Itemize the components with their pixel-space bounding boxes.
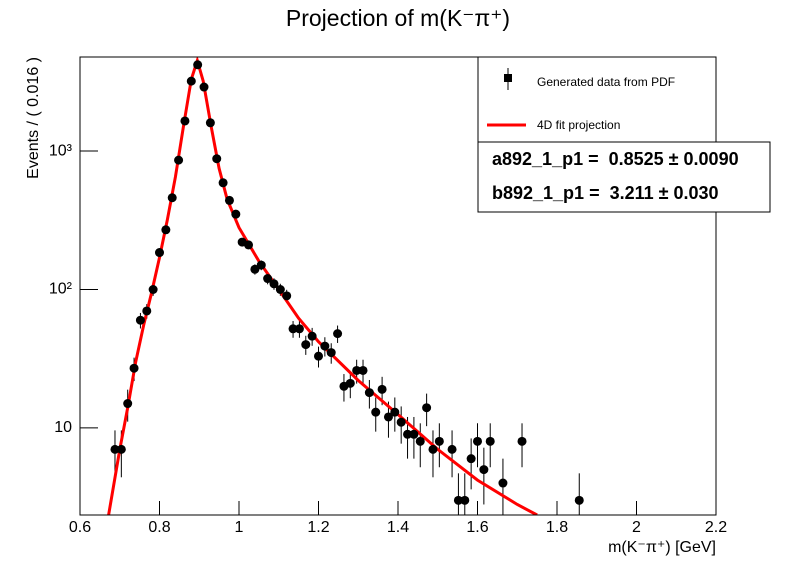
data-point: [256, 260, 266, 270]
data-point: [205, 118, 215, 128]
data-point: [326, 348, 336, 358]
data-point: [377, 384, 387, 394]
y-axis-title: Events / ( 0.016 ): [25, 57, 42, 179]
x-tick-label: 1.6: [466, 519, 488, 536]
data-point: [275, 284, 285, 294]
data-point: [364, 388, 374, 398]
data-point: [409, 429, 419, 439]
data-point: [301, 340, 311, 350]
data-point: [390, 407, 400, 417]
data-point: [320, 341, 330, 351]
data-point: [485, 436, 495, 446]
data-point: [155, 248, 164, 258]
data-point: [224, 195, 234, 205]
data-point: [473, 436, 482, 446]
stats-text: a892_1_p1 = 0.8525 ± 0.0090: [492, 149, 739, 169]
data-point: [383, 412, 393, 422]
data-point: [422, 403, 432, 413]
data-point: [263, 274, 273, 284]
data-point: [396, 417, 406, 427]
data-point: [142, 306, 152, 316]
data-point: [110, 444, 120, 454]
data-point: [498, 478, 508, 488]
data-point: [135, 315, 145, 325]
data-point: [371, 407, 381, 417]
x-tick-label: 1.2: [307, 519, 329, 536]
legend-marker: [504, 74, 512, 82]
data-point: [479, 465, 489, 475]
data-point: [517, 436, 527, 446]
x-tick-label: 2: [632, 519, 641, 536]
data-point: [186, 76, 196, 86]
data-point: [199, 82, 209, 92]
legend: Generated data from PDF 4D fit projection: [477, 56, 717, 143]
data-point: [307, 331, 317, 341]
chart-title: Projection of m(K⁻π⁺): [286, 5, 510, 31]
data-point: [174, 155, 184, 165]
data-point: [161, 225, 171, 235]
data-point: [333, 329, 343, 339]
data-point: [269, 279, 279, 289]
data-point: [314, 351, 323, 361]
legend-label: 4D fit projection: [537, 118, 620, 132]
y-tick-label: 10: [54, 419, 72, 436]
data-point: [212, 154, 222, 164]
x-tick-label: 0.8: [148, 519, 170, 536]
data-point: [129, 363, 139, 373]
data-point: [447, 444, 457, 454]
data-point: [466, 454, 476, 464]
data-point: [123, 399, 133, 409]
data-point: [294, 324, 304, 334]
data-point: [345, 378, 355, 388]
data-point: [116, 444, 126, 454]
data-point: [148, 284, 158, 294]
data-point: [434, 436, 444, 446]
data-point: [574, 495, 584, 505]
data-point: [250, 264, 260, 274]
data-point: [218, 178, 228, 188]
data-point: [415, 436, 425, 446]
data-point: [352, 365, 362, 375]
data-point: [231, 209, 241, 219]
data-point: [453, 495, 463, 505]
x-tick-label: 1: [235, 519, 244, 536]
stats-text: b892_1_p1 = 3.211 ± 0.030: [492, 183, 719, 203]
data-point: [403, 429, 413, 439]
legend-label: Generated data from PDF: [537, 75, 675, 89]
data-point: [460, 495, 470, 505]
data-point: [180, 116, 190, 126]
x-tick-label: 2.2: [705, 519, 727, 536]
x-tick-label: 0.6: [69, 519, 91, 536]
y-tick-label: 10³: [49, 142, 73, 159]
data-point: [167, 193, 177, 203]
data-point: [428, 444, 438, 454]
x-tick-label: 1.8: [546, 519, 568, 536]
x-axis-title: m(K⁻π⁺) [GeV]: [608, 539, 716, 556]
data-point: [358, 365, 368, 375]
data-point: [282, 291, 292, 301]
data-point: [193, 60, 203, 70]
data-point: [244, 240, 254, 250]
plot-area: [107, 57, 584, 515]
legend-box: [477, 56, 717, 143]
stats-frame: [477, 141, 771, 213]
data-point: [288, 324, 298, 334]
stats-box: a892_1_p1 = 0.8525 ± 0.0090 b892_1_p1 = 3…: [477, 141, 771, 213]
x-tick-label: 1.4: [387, 519, 409, 536]
y-tick-label: 10²: [49, 281, 73, 298]
